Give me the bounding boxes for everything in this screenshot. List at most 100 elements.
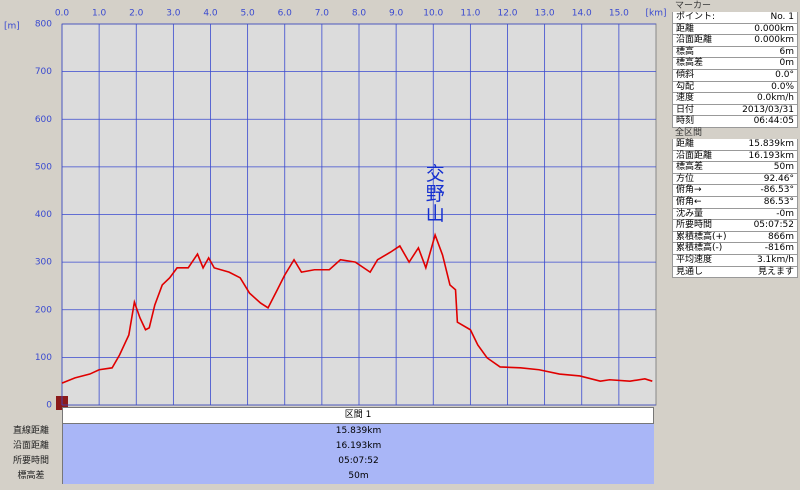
section-row: 標高差 50m bbox=[0, 469, 654, 484]
y-tick-label: 200 bbox=[35, 305, 52, 315]
panel-row: 時刻 06:44:05 bbox=[672, 116, 798, 128]
x-tick-label: 8.0 bbox=[352, 9, 367, 19]
row-label: 累積標高(-) bbox=[676, 243, 723, 254]
row-value: -0m bbox=[776, 208, 794, 219]
row-value: -86.53° bbox=[760, 185, 794, 196]
row-label: 累積標高(+) bbox=[676, 231, 727, 242]
panel-row: 俯角→ -86.53° bbox=[672, 185, 798, 197]
row-label: 日付 bbox=[676, 104, 695, 115]
x-tick-label: 7.0 bbox=[315, 9, 330, 19]
section-row: 沿面距離 16.193km bbox=[0, 439, 654, 454]
row-value: No. 1 bbox=[770, 12, 794, 22]
row-value: 50m bbox=[62, 469, 654, 484]
row-label: 方位 bbox=[676, 173, 695, 184]
y-tick-label: 300 bbox=[35, 258, 52, 268]
panel-row: 見通し 見えます bbox=[672, 266, 798, 279]
y-tick-label: 700 bbox=[35, 67, 52, 77]
row-value: 0.000km bbox=[754, 35, 794, 46]
x-tick-label: 3.0 bbox=[166, 9, 181, 19]
panel-row: 標高差 0m bbox=[672, 58, 798, 70]
row-label: 沿面距離 bbox=[676, 35, 713, 46]
panel-row: 沿面距離 0.000km bbox=[672, 35, 798, 47]
x-tick-label: 15.0 bbox=[609, 9, 629, 19]
row-value: 3.1km/h bbox=[756, 254, 794, 265]
y-tick-label: 500 bbox=[35, 162, 52, 172]
row-label: 沿面距離 bbox=[12, 441, 49, 451]
row-value: 0.0° bbox=[775, 69, 794, 80]
marker-panel: マーカー ポイント: No. 1 距離 0.000km 沿面距離 0.000km 標高 6m 標高… bbox=[672, 1, 798, 128]
panel-title: マーカー bbox=[675, 1, 712, 11]
row-label: 所要時間 bbox=[12, 456, 49, 466]
y-tick-label: 600 bbox=[35, 115, 52, 125]
row-value: 16.193km bbox=[748, 150, 794, 161]
row-value: 05:07:52 bbox=[62, 454, 654, 469]
row-label: 沈み量 bbox=[676, 208, 704, 219]
x-tick-label: 1.0 bbox=[92, 9, 107, 19]
x-tick-label: 4.0 bbox=[203, 9, 218, 19]
x-unit: [km] bbox=[645, 9, 666, 19]
panel-row: 速度 0.0km/h bbox=[672, 93, 798, 105]
panel-row: 累積標高(-) -816m bbox=[672, 243, 798, 255]
panel-row: 距離 0.000km bbox=[672, 23, 798, 36]
section-row: 直線距離 15.839km bbox=[0, 424, 654, 439]
row-label: 勾配 bbox=[676, 81, 695, 92]
y-tick-label: 100 bbox=[35, 353, 52, 363]
x-tick-label: 2.0 bbox=[129, 9, 144, 19]
row-label: 見通し bbox=[676, 266, 704, 277]
row-label: 距離 bbox=[676, 23, 695, 34]
row-value: 0.000km bbox=[754, 23, 794, 34]
y-tick-label: 0 bbox=[46, 401, 52, 411]
row-value: -816m bbox=[764, 243, 794, 254]
row-value: 866m bbox=[768, 231, 794, 242]
row-value: 2013/03/31 bbox=[742, 104, 794, 115]
peak-annotation: 交野山 bbox=[423, 163, 445, 223]
x-tick-label: 12.0 bbox=[497, 9, 517, 19]
row-value: 0.0% bbox=[771, 81, 794, 92]
panel-row: 平均速度 3.1km/h bbox=[672, 254, 798, 267]
elevation-line bbox=[61, 232, 653, 384]
section-row: 所要時間 05:07:52 bbox=[0, 454, 654, 469]
row-value: 0.0km/h bbox=[756, 93, 794, 104]
panel-row: 標高差 50m bbox=[672, 162, 798, 174]
x-tick-label: 9.0 bbox=[389, 9, 404, 19]
row-label: 直線距離 bbox=[12, 426, 49, 436]
x-tick-label: 5.0 bbox=[240, 9, 255, 19]
y-tick-label: 800 bbox=[35, 20, 52, 30]
section-title: 区間 1 bbox=[62, 407, 654, 424]
row-value: 6m bbox=[779, 46, 795, 57]
row-label: 距離 bbox=[676, 139, 695, 149]
row-value: 16.193km bbox=[62, 439, 654, 454]
row-label: ポイント: bbox=[676, 12, 716, 22]
panel-row: 所要時間 05:07:52 bbox=[672, 220, 798, 232]
x-tick-label: 14.0 bbox=[572, 9, 592, 19]
panel-row: 沈み量 -0m bbox=[672, 208, 798, 221]
row-value: 92.46° bbox=[763, 173, 794, 184]
panel-row: 累積標高(+) 866m bbox=[672, 231, 798, 244]
x-tick-label: 6.0 bbox=[278, 9, 293, 19]
x-tick-label: 11.0 bbox=[460, 9, 480, 19]
panel-row: ポイント: No. 1 bbox=[672, 12, 798, 24]
row-value: 15.839km bbox=[62, 424, 654, 439]
panel-row: 勾配 0.0% bbox=[672, 81, 798, 94]
row-value: 86.53° bbox=[763, 196, 794, 207]
panel-row: 距離 15.839km bbox=[672, 139, 798, 151]
row-label: 俯角← bbox=[676, 196, 702, 207]
panel-row: 沿面距離 16.193km bbox=[672, 150, 798, 163]
total-panel: 全区間 距離 15.839km 沿面距離 16.193km 標高差 50m 方位 92.46° 俯… bbox=[672, 128, 798, 279]
row-label: 標高差 bbox=[17, 471, 45, 481]
x-tick-label: 10.0 bbox=[423, 9, 443, 19]
row-label: 標高 bbox=[676, 46, 695, 57]
panel-title: 全区間 bbox=[675, 128, 703, 138]
x-tick-label: 0.0 bbox=[55, 9, 70, 19]
row-value: 15.839km bbox=[748, 139, 794, 149]
row-value: 50m bbox=[773, 162, 794, 173]
row-label: 平均速度 bbox=[676, 254, 713, 265]
panel-row: 方位 92.46° bbox=[672, 173, 798, 186]
row-label: 速度 bbox=[676, 93, 695, 104]
row-label: 俯角→ bbox=[676, 185, 702, 196]
row-value: 06:44:05 bbox=[753, 116, 794, 127]
panel-row: 俯角← 86.53° bbox=[672, 196, 798, 209]
row-value: 0m bbox=[779, 58, 795, 69]
